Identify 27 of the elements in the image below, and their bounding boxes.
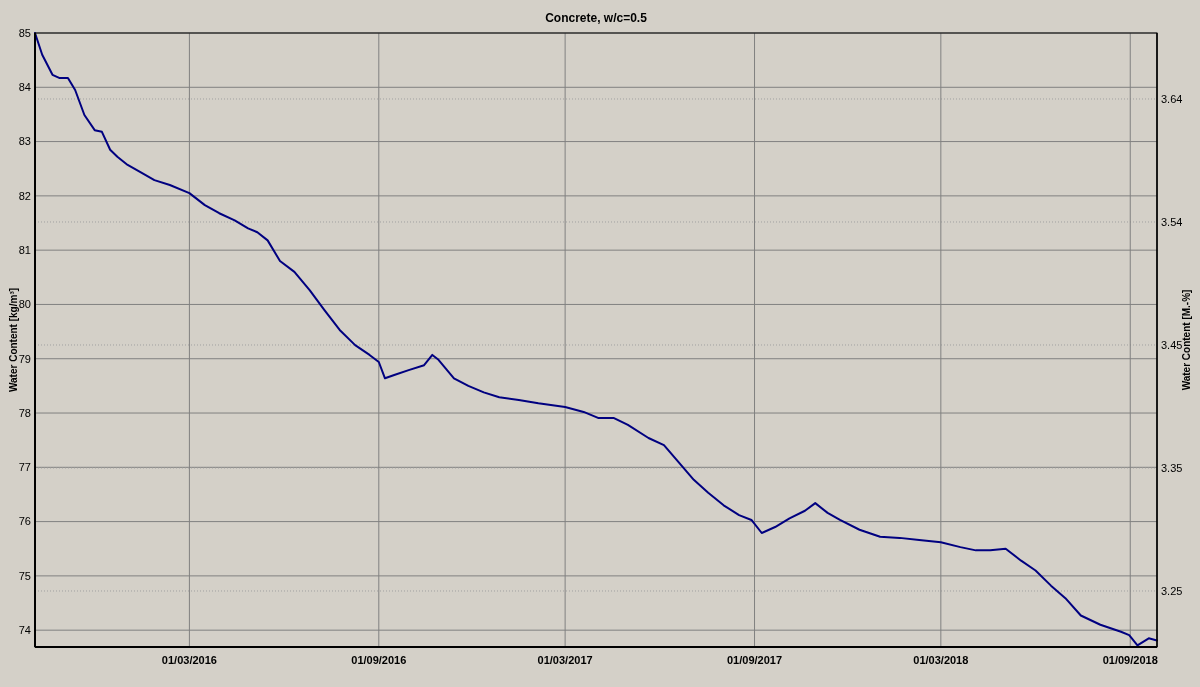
y-tick-label: 79 (18, 352, 31, 365)
y2-tick-label: 3.64 (1161, 92, 1183, 105)
y2-tick-label: 3.54 (1161, 215, 1183, 228)
y-tick-label: 74 (18, 624, 31, 637)
y-tick-label: 84 (18, 81, 31, 94)
y-tick-label: 82 (18, 189, 31, 202)
chart-title: Concrete, w/c=0.5 (545, 11, 648, 25)
x-tick-label: 01/03/2016 (161, 654, 217, 666)
x-tick-label: 01/09/2016 (351, 654, 407, 666)
y2-axis-title: Water Content [M.-%] (1181, 289, 1192, 391)
x-tick-label: 01/03/2017 (537, 654, 593, 666)
x-tick-label: 01/09/2018 (1102, 654, 1158, 666)
line-series (34, 32, 1158, 647)
y-tick-label: 76 (18, 515, 31, 528)
y-tick-label: 85 (18, 26, 31, 39)
y-tick-label: 83 (18, 135, 31, 148)
y-tick-label: 75 (18, 569, 31, 582)
y-tick-label: 80 (18, 298, 31, 311)
y-tick-label: 78 (18, 406, 31, 419)
x-tick-label: 01/09/2017 (726, 654, 783, 666)
y-tick-label: 77 (18, 461, 31, 474)
y-tick-label: 81 (18, 244, 31, 256)
y-axis-title: Water Content [kg/m³] (8, 287, 19, 393)
y2-tick-label: 3.25 (1161, 584, 1183, 597)
y2-tick-label: 3.35 (1161, 461, 1183, 474)
x-tick-label: 01/03/2018 (913, 654, 969, 666)
y2-tick-label: 3.45 (1161, 338, 1183, 351)
